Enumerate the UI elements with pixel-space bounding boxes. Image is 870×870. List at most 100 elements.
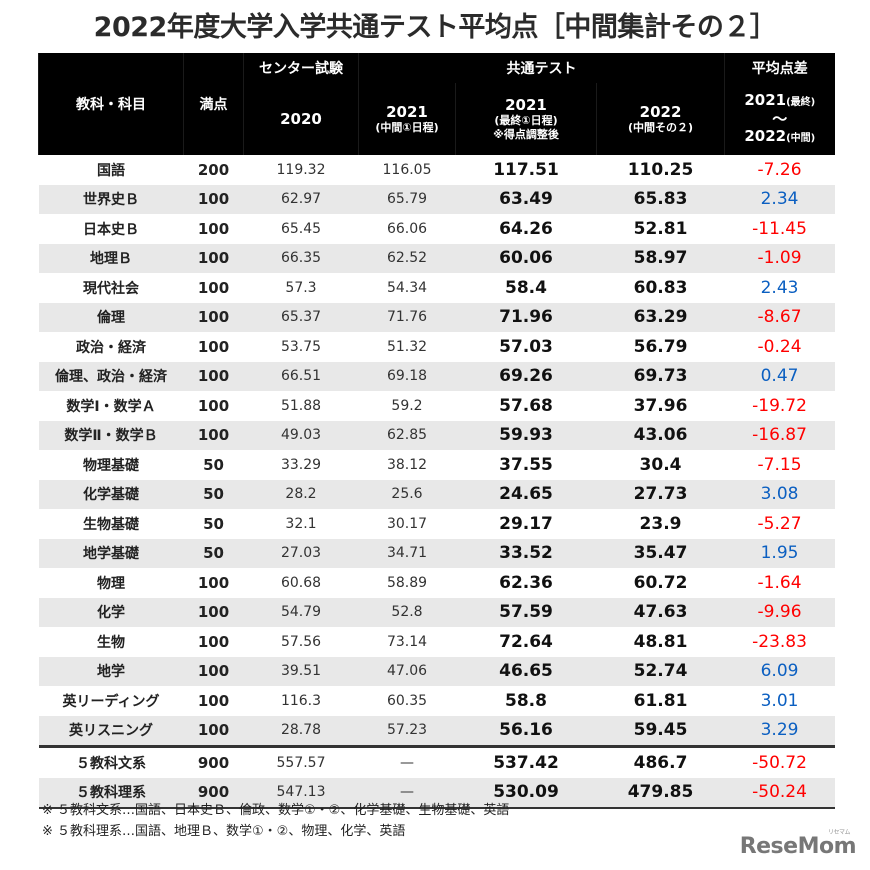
table-row: 英リスニング 100 28.78 57.23 56.16 59.45 3.29 [38,715,835,747]
score-2022-cell: 60.72 [596,568,725,598]
score-2020-cell: 60.68 [243,568,359,598]
subject-cell: ５教科文系 [38,745,184,778]
score-2021-final-cell: 71.96 [455,302,597,332]
subject-cell: 地学基礎 [38,538,184,568]
score-2021-final-cell: 56.16 [455,715,597,747]
score-diff-cell: -7.26 [724,155,835,185]
score-2021-final-cell: 537.42 [455,745,597,778]
subject-cell: 世界史Ｂ [38,184,184,214]
subject-cell: ５教科理系 [38,777,184,809]
score-2021-mid-cell: 54.34 [358,273,456,303]
score-diff-cell: 6.09 [724,656,835,686]
table-row: 国語 200 119.32 116.05 117.51 110.25 -7.26 [38,155,835,185]
table-row: 英リーディング 100 116.3 60.35 58.8 61.81 3.01 [38,686,835,716]
score-2020-cell: 53.75 [243,332,359,362]
score-diff-cell: -19.72 [724,391,835,421]
header-diff-year1-sub: (最終) [786,96,816,108]
score-2020-cell: 116.3 [243,686,359,716]
score-2021-mid-cell: 47.06 [358,656,456,686]
score-2020-cell: 51.88 [243,391,359,421]
score-2021-final-cell: 58.8 [455,686,597,716]
score-2021-mid-cell: 34.71 [358,538,456,568]
score-diff-cell: -1.64 [724,568,835,598]
score-2022-cell: 479.85 [596,777,725,809]
header-col-2021-mid-year: 2021 [386,102,428,121]
score-2021-final-cell: 62.36 [455,568,597,598]
score-2021-final-cell: 57.59 [455,597,597,627]
score-2020-cell: 547.13 [243,777,359,809]
full-score-cell: 100 [183,302,244,332]
score-2021-mid-cell: 71.76 [358,302,456,332]
subject-cell: 現代社会 [38,273,184,303]
page-title: 2022年度大学入学共通テスト平均点［中間集計その２］ [93,12,777,43]
score-2022-cell: 23.9 [596,509,725,539]
score-diff-cell: -7.15 [724,450,835,480]
full-score-cell: 50 [183,450,244,480]
score-2021-final-cell: 29.17 [455,509,597,539]
full-score-cell: 100 [183,597,244,627]
full-score-cell: 100 [183,361,244,391]
header-group-diff: 平均点差 [724,53,835,83]
full-score-cell: 100 [183,391,244,421]
score-2021-final-cell: 72.64 [455,627,597,657]
footnotes: ※ ５教科文系…国語、日本史Ｂ、倫政、数学①・②、化学基礎、生物基礎、英語 ※ … [42,800,509,842]
footnote-humanities: ※ ５教科文系…国語、日本史Ｂ、倫政、数学①・②、化学基礎、生物基礎、英語 [42,803,510,818]
subject-cell: 政治・経済 [38,332,184,362]
table-row: 物理 100 60.68 58.89 62.36 60.72 -1.64 [38,568,835,598]
subject-cell: 数学Ⅱ・数学Ｂ [38,420,184,450]
score-2022-cell: 52.74 [596,656,725,686]
subject-cell: 国語 [38,155,184,185]
score-2021-mid-cell: 116.05 [358,155,456,185]
table-row: 日本史Ｂ 100 65.45 66.06 64.26 52.81 -11.45 [38,214,835,244]
subject-cell: 化学基礎 [38,479,184,509]
score-2020-cell: 27.03 [243,538,359,568]
score-2021-final-cell: 63.49 [455,184,597,214]
full-score-cell: 200 [183,155,244,185]
score-2021-mid-cell: 58.89 [358,568,456,598]
header-group-common: 共通テスト [357,53,725,83]
score-diff-cell: 3.08 [724,479,835,509]
score-diff-cell: 3.01 [724,686,835,716]
header-col-2021-final-sub1: (最終①日程) [494,113,558,127]
score-diff-cell: -16.87 [724,420,835,450]
table-row: 世界史Ｂ 100 62.97 65.79 63.49 65.83 2.34 [38,184,835,214]
score-2021-mid-cell: — [358,777,456,809]
header-diff-tilde: ～ [772,109,788,128]
score-2020-cell: 32.1 [243,509,359,539]
header-col-2021-final-sub2: ※得点調整後 [493,127,559,141]
full-score-cell: 50 [183,479,244,509]
score-diff-cell: -23.83 [724,627,835,657]
full-score-cell: 100 [183,568,244,598]
score-2022-cell: 43.06 [596,420,725,450]
score-2021-mid-cell: 57.23 [358,715,456,747]
table-row: 生物 100 57.56 73.14 72.64 48.81 -23.83 [38,627,835,657]
header-col-2020: 2020 [243,83,359,155]
subject-cell: 倫理、政治・経済 [38,361,184,391]
score-2020-cell: 65.37 [243,302,359,332]
table-row: 化学 100 54.79 52.8 57.59 47.63 -9.96 [38,597,835,627]
table-row: ５教科文系 900 557.57—537.42 486.7 -50.72 [38,745,835,778]
score-2022-cell: 47.63 [596,597,725,627]
score-2021-mid-cell: 69.18 [358,361,456,391]
score-2020-cell: 65.45 [243,214,359,244]
subject-cell: 数学Ⅰ・数学Ａ [38,391,184,421]
full-score-cell: 100 [183,214,244,244]
subject-cell: 英リーディング [38,686,184,716]
score-2021-final-cell: 24.65 [455,479,597,509]
score-2020-cell: 28.78 [243,715,359,747]
score-2020-cell: 39.51 [243,656,359,686]
score-2020-cell: 66.51 [243,361,359,391]
score-2022-cell: 61.81 [596,686,725,716]
subject-cell: 英リスニング [38,715,184,747]
score-2022-cell: 35.47 [596,538,725,568]
header-full-score: 満点 [183,53,244,155]
header-col-2021-mid-sub: (中間①日程) [375,120,439,134]
table-row: 数学Ⅱ・数学Ｂ 100 49.03 62.85 59.93 43.06 -16.87 [38,420,835,450]
subject-cell: 生物基礎 [38,509,184,539]
header-col-2021-mid: 2021 (中間①日程) [358,83,456,155]
score-2020-cell: 49.03 [243,420,359,450]
score-2022-cell: 27.73 [596,479,725,509]
score-2022-cell: 69.73 [596,361,725,391]
score-diff-cell: -50.24 [724,777,835,809]
score-2022-cell: 63.29 [596,302,725,332]
